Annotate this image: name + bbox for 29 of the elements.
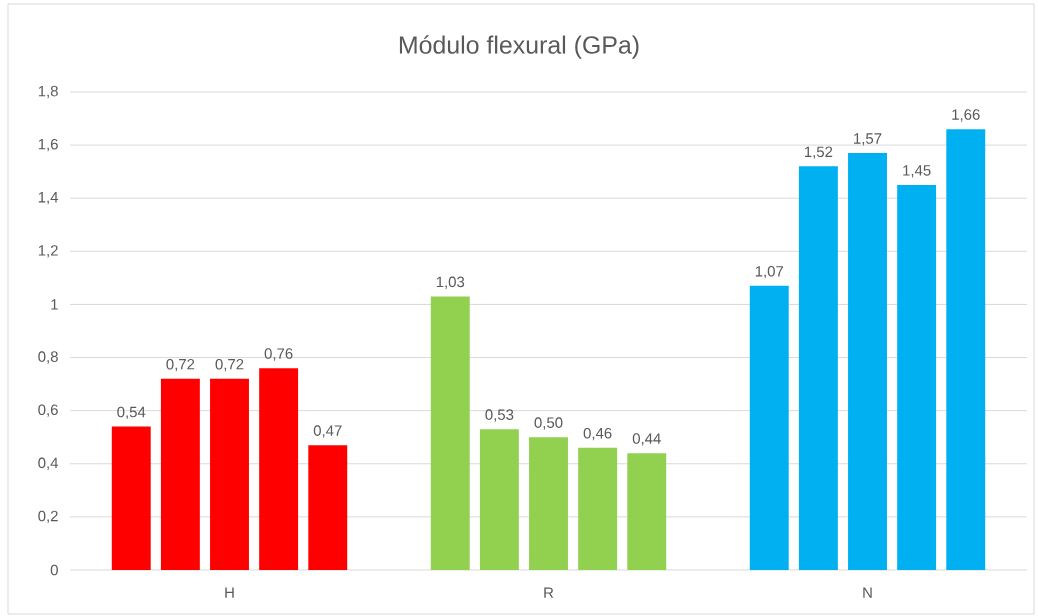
x-tick-label: H (225, 587, 234, 598)
data-label: 1,52 (804, 146, 833, 159)
y-tick-label: 0 (50, 564, 58, 576)
y-tick-label: 1,2 (38, 245, 58, 258)
y-tick-label: 0,6 (38, 404, 58, 417)
chart-title: Módulo flexural (GPa) (399, 35, 639, 59)
data-label: 0,50 (534, 417, 563, 430)
x-tick-label: N (863, 587, 872, 598)
data-label: 0,72 (215, 358, 244, 372)
data-label: 0,53 (485, 409, 514, 422)
x-tick-label: R (544, 587, 554, 598)
data-label: 1,45 (903, 165, 931, 178)
data-label: 1,03 (436, 276, 465, 289)
data-label: 0,46 (583, 427, 612, 441)
y-tick-label: 1,6 (38, 138, 58, 152)
data-label: 1,57 (854, 133, 882, 146)
y-tick-label: 0,4 (38, 457, 59, 470)
data-label: 1,66 (952, 109, 980, 122)
y-tick-label: 1,8 (38, 85, 58, 99)
data-label: 0,47 (313, 425, 342, 438)
data-label: 0,72 (166, 358, 195, 372)
data-label: 0,54 (117, 406, 146, 420)
data-label: 0,44 (632, 433, 661, 446)
y-tick-label: 1,4 (38, 192, 59, 205)
y-tick-label: 0,8 (38, 351, 58, 364)
y-tick-label: 0,2 (38, 510, 58, 524)
y-tick-label: 1 (51, 299, 58, 310)
data-label: 0,76 (264, 348, 293, 361)
data-label: 1,07 (755, 265, 784, 279)
